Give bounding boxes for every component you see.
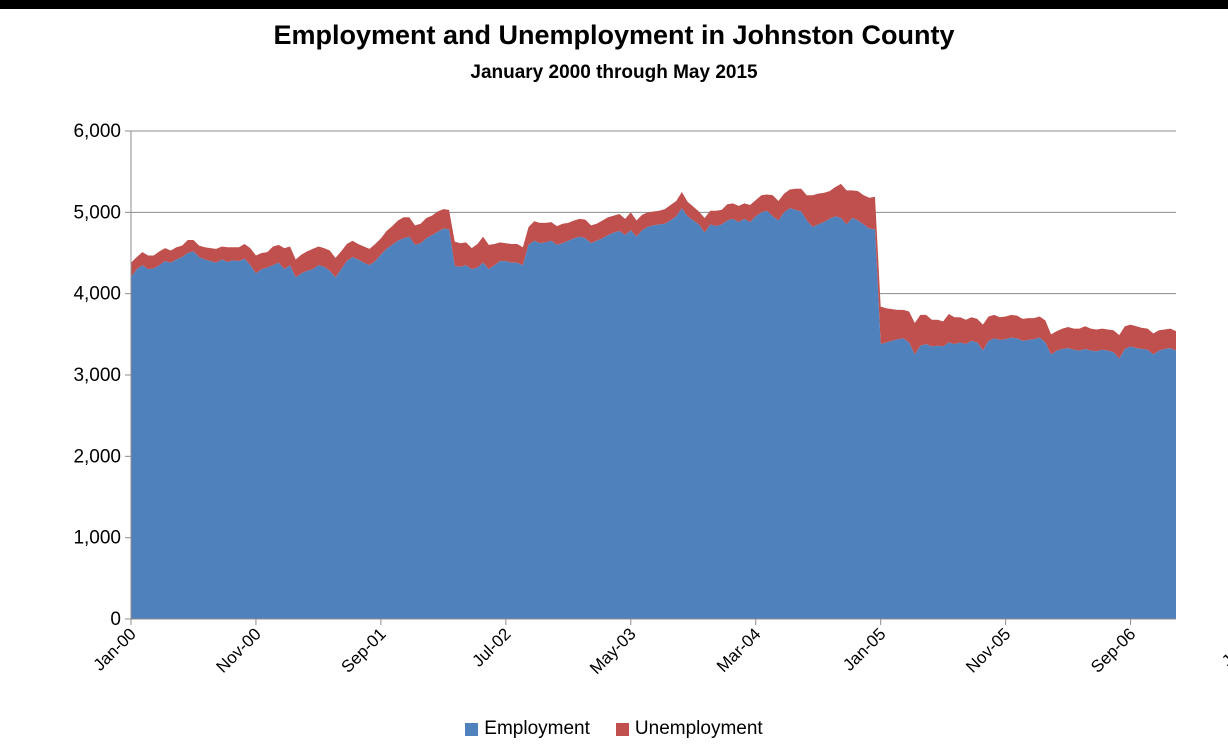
chart-subtitle: January 2000 through May 2015 — [470, 62, 758, 83]
chart-title: Employment and Unemployment in Johnston … — [273, 20, 955, 50]
legend-item-employment: Employment — [465, 718, 590, 740]
y-tick-label-6: 6,000 — [73, 121, 121, 142]
x-tick-label-0: Jan-00 — [90, 624, 140, 674]
x-tick-label-6: Jan-05 — [839, 624, 889, 674]
x-tick-label-1: Nov-00 — [213, 624, 265, 676]
x-tick-label-4: May-03 — [586, 624, 640, 678]
y-tick-label-3: 3,000 — [73, 365, 121, 386]
top-rule — [0, 0, 1228, 9]
x-tick-label-2: Sep-01 — [338, 624, 390, 676]
legend-swatch-unemployment — [615, 722, 629, 736]
x-tick-label-9: Jul-07 — [1218, 624, 1228, 670]
y-tick-label-4: 4,000 — [73, 284, 121, 305]
y-tick-label-0: 0 — [110, 609, 121, 630]
legend-label-employment: Employment — [484, 718, 590, 739]
legend-swatch-employment — [465, 722, 479, 736]
series-area-unemployment — [131, 183, 1176, 359]
y-tick-label-5: 5,000 — [73, 202, 121, 223]
x-tick-label-5: Mar-04 — [713, 624, 765, 676]
legend-item-unemployment: Unemployment — [615, 718, 763, 740]
y-tick-label-2: 2,000 — [73, 446, 121, 467]
legend-label-unemployment: Unemployment — [634, 718, 763, 739]
legend: Employment Unemployment — [0, 718, 1228, 740]
x-tick-label-3: Jul-02 — [468, 624, 514, 670]
y-tick-label-1: 1,000 — [73, 528, 121, 549]
x-tick-label-8: Sep-06 — [1087, 624, 1139, 676]
x-tick-label-7: Nov-05 — [962, 624, 1014, 676]
series-area-employment — [131, 208, 1176, 619]
